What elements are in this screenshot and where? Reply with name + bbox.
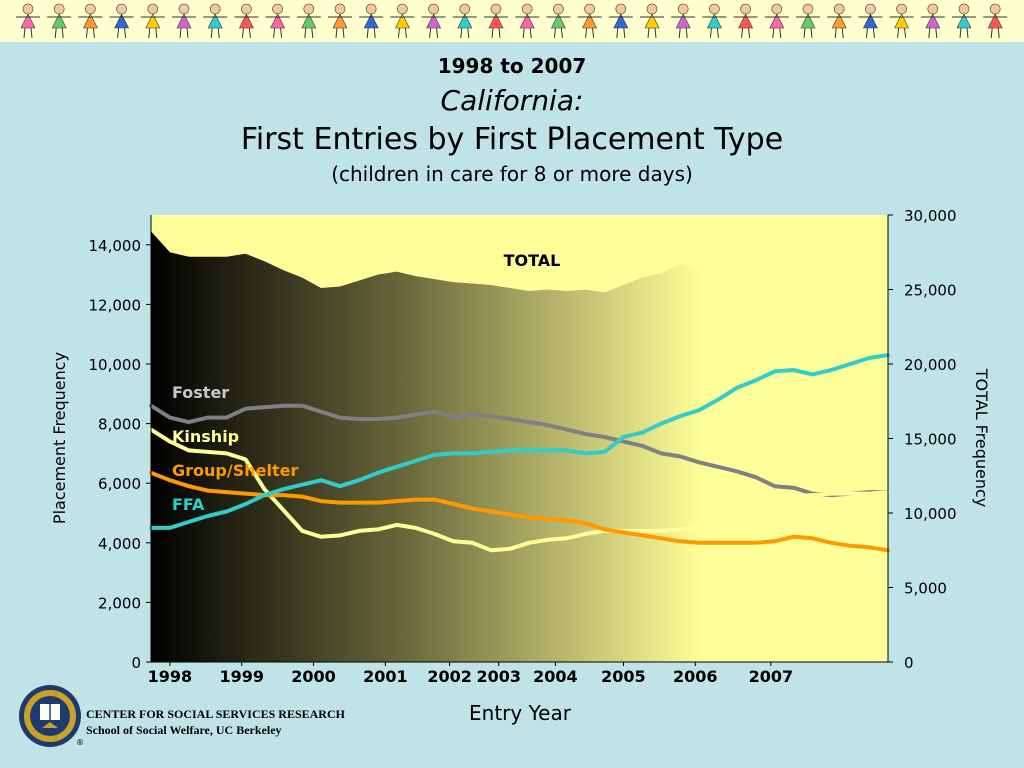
x-tick-label: 2002 (427, 667, 472, 686)
title-block: 1998 to 2007 California: First Entries b… (0, 42, 1024, 196)
title-state: California: (440, 84, 584, 117)
y-tick-label: 2,000 (98, 594, 141, 612)
x-tick-label: 2004 (533, 667, 578, 686)
series-line-ffa (149, 353, 890, 530)
x-tick-label: 1999 (219, 667, 264, 686)
total-label: TOTAL (504, 251, 561, 270)
x-tick-label: 2007 (749, 667, 794, 686)
placement-chart: 0 2,000 4,000 6,000 8,000 10,000 12,000 14,000 0… (50, 207, 991, 725)
page-subtitle: (children in care for 8 or more days) (331, 162, 693, 186)
x-tick-label: 2000 (291, 667, 336, 686)
total-area (151, 231, 888, 662)
page-title: First Entries by First Placement Type (240, 122, 784, 157)
y2-tick-label: 30,000 (904, 207, 957, 225)
x-tick-label: 2001 (363, 667, 408, 686)
y2-tick-label: 15,000 (904, 431, 957, 449)
y-axis-title: Placement Frequency (50, 352, 69, 524)
y2-axis-title: TOTAL Frequency (972, 368, 991, 508)
series-label-foster: Foster (172, 383, 229, 402)
y-tick-label: 14,000 (89, 237, 142, 255)
x-tick-label: 2003 (476, 667, 521, 686)
y2-tick-label: 5,000 (904, 580, 947, 598)
series-line-group-shelter (149, 470, 890, 553)
x-tick-label: 2006 (673, 667, 718, 686)
paper-dolls-icon (16, 3, 1008, 39)
y-tick-label: 6,000 (98, 475, 141, 493)
series-line-foster (149, 403, 890, 498)
footer-organization: CENTER FOR SOCIAL SERVICES RESEARCH Scho… (86, 706, 345, 738)
y-tick-label: 10,000 (89, 356, 142, 374)
x-tick-label: 1998 (148, 667, 193, 686)
paper-dolls-banner (0, 0, 1024, 42)
x-axis-title: Entry Year (469, 701, 572, 725)
series-label-group-shelter: Group/Shelter (172, 461, 298, 480)
x-tick-label: 2005 (601, 667, 646, 686)
y2-tick-label: 0 (904, 654, 914, 672)
y-tick-label: 8,000 (98, 416, 141, 434)
title-years: 1998 to 2007 (437, 54, 587, 78)
uc-seal-icon (19, 685, 81, 747)
registered-mark: ® (76, 738, 84, 747)
y-tick-label: 12,000 (89, 296, 142, 314)
series-label-kinship: Kinship (172, 427, 239, 446)
y2-tick-label: 25,000 (904, 282, 957, 300)
y2-tick-label: 10,000 (904, 505, 957, 523)
org-school: School of Social Welfare, UC Berkeley (86, 723, 282, 737)
series-label-ffa: FFA (172, 495, 205, 514)
y2-tick-label: 20,000 (904, 356, 957, 374)
y-tick-label: 4,000 (98, 535, 141, 553)
series-line-kinship (149, 427, 890, 553)
y-tick-label: 0 (131, 654, 141, 672)
org-name: CENTER FOR SOCIAL SERVICES RESEARCH (86, 707, 345, 721)
